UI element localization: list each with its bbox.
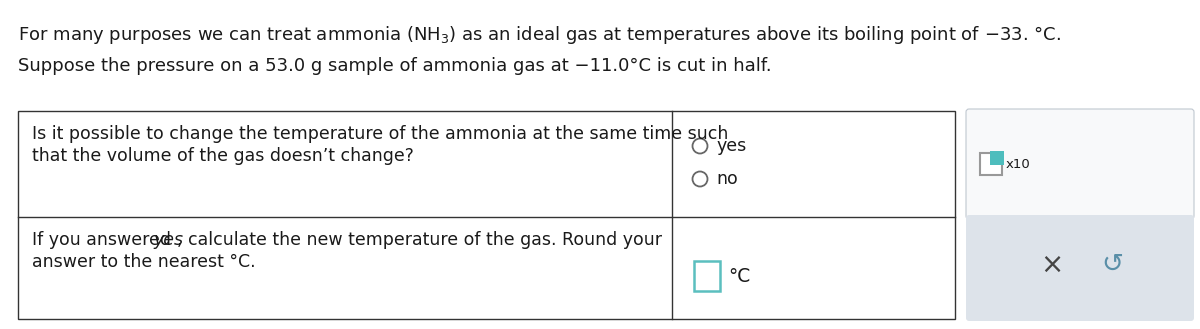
Text: that the volume of the gas doesn’t change?: that the volume of the gas doesn’t chang… xyxy=(32,147,414,165)
FancyBboxPatch shape xyxy=(966,215,1194,321)
Text: no: no xyxy=(716,170,738,188)
FancyBboxPatch shape xyxy=(694,261,720,291)
Text: yes: yes xyxy=(154,231,182,249)
Text: ×: × xyxy=(1040,251,1063,279)
Text: Suppose the pressure on a 53.0 g sample of ammonia gas at −11.0°C is cut in half: Suppose the pressure on a 53.0 g sample … xyxy=(18,57,772,75)
Text: Is it possible to change the temperature of the ammonia at the same time such: Is it possible to change the temperature… xyxy=(32,125,728,143)
FancyBboxPatch shape xyxy=(966,109,1194,219)
Text: , calculate the new temperature of the gas. Round your: , calculate the new temperature of the g… xyxy=(178,231,662,249)
FancyBboxPatch shape xyxy=(980,153,1002,175)
Text: x10: x10 xyxy=(1006,158,1031,170)
Text: ↺: ↺ xyxy=(1100,252,1123,278)
Text: If you answered: If you answered xyxy=(32,231,176,249)
Text: °C: °C xyxy=(728,266,750,286)
Text: For many purposes we can treat ammonia $\mathregular{(NH_3)}$ as an ideal gas at: For many purposes we can treat ammonia $… xyxy=(18,24,1061,46)
Text: yes: yes xyxy=(716,137,746,155)
Text: answer to the nearest °C.: answer to the nearest °C. xyxy=(32,253,256,271)
FancyBboxPatch shape xyxy=(990,151,1004,165)
